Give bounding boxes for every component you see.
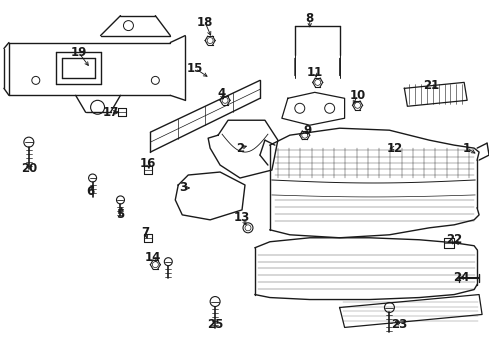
Text: 11: 11 (307, 66, 323, 79)
Text: 25: 25 (207, 318, 223, 331)
Text: 12: 12 (386, 141, 403, 155)
Text: 13: 13 (234, 211, 250, 224)
Text: 4: 4 (217, 87, 225, 100)
Text: 15: 15 (187, 62, 203, 75)
Text: 22: 22 (446, 233, 462, 246)
Text: 6: 6 (86, 185, 95, 198)
Text: 2: 2 (236, 141, 244, 155)
Text: 9: 9 (304, 124, 312, 137)
Text: 14: 14 (145, 251, 162, 264)
Text: 19: 19 (71, 46, 87, 59)
Text: 3: 3 (179, 181, 187, 194)
Text: 16: 16 (140, 157, 157, 170)
Text: 1: 1 (463, 141, 471, 155)
Text: 5: 5 (116, 208, 124, 221)
Text: 18: 18 (197, 16, 213, 29)
Text: 23: 23 (392, 318, 408, 331)
Text: 8: 8 (306, 12, 314, 25)
Text: 10: 10 (349, 89, 366, 102)
Text: 21: 21 (423, 79, 440, 92)
Text: 17: 17 (102, 106, 119, 119)
Text: 20: 20 (21, 162, 37, 175)
Text: 7: 7 (141, 226, 149, 239)
Text: 24: 24 (453, 271, 469, 284)
